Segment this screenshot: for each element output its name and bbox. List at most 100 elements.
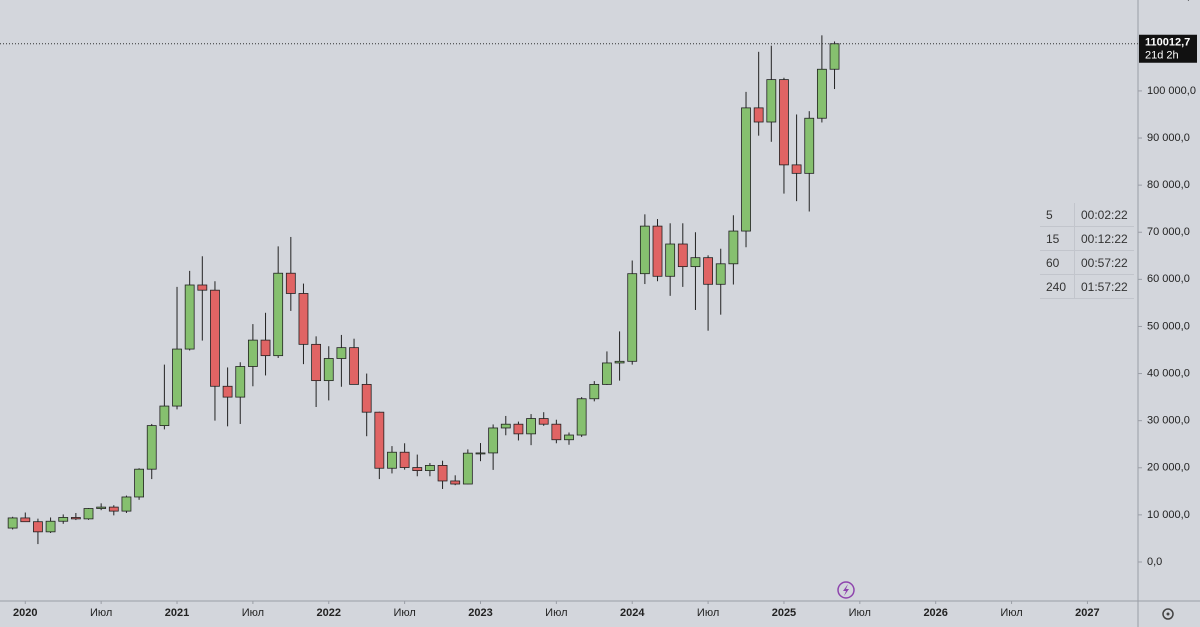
- candle-body: [804, 117, 815, 174]
- x-tick-label: 2023: [468, 607, 492, 619]
- candle-body: [70, 517, 81, 520]
- candle-body: [589, 383, 600, 400]
- candle-body: [437, 465, 448, 482]
- candle-body: [816, 68, 827, 119]
- candle-body: [197, 284, 208, 291]
- candle-body: [728, 230, 739, 265]
- last-price-box: [1139, 34, 1197, 63]
- x-tick-label: Июл: [242, 607, 264, 619]
- y-tick-label: 80 000,0: [1147, 179, 1190, 191]
- lightning-icon[interactable]: [837, 581, 855, 599]
- timer-value: 01:57:22: [1074, 274, 1134, 299]
- timer-row: 5 00:02:22: [1040, 203, 1134, 227]
- candle-body: [412, 467, 423, 471]
- candle-body: [627, 273, 638, 362]
- candle-body: [564, 434, 574, 441]
- candle-body: [677, 243, 688, 268]
- timer-interval: 60: [1040, 250, 1075, 275]
- candle-body: [121, 496, 132, 512]
- candle-body: [741, 107, 751, 232]
- candle-body: [83, 508, 94, 520]
- candle-body: [273, 272, 284, 357]
- x-tick-label: 2024: [620, 607, 645, 619]
- candle-body: [462, 452, 473, 485]
- candle-body: [399, 451, 410, 468]
- timer-row: 15 00:12:22: [1040, 226, 1134, 251]
- candle-body: [349, 347, 359, 385]
- y-tick-label: 70 000,0: [1147, 226, 1190, 238]
- candle-body: [690, 257, 701, 268]
- candle-body: [172, 348, 182, 407]
- candle-body: [285, 272, 296, 294]
- timer-value: 00:12:22: [1074, 226, 1134, 251]
- candle-body: [260, 339, 271, 357]
- x-tick-label: Июл: [545, 607, 567, 619]
- candle-body: [513, 423, 524, 435]
- candle-body: [665, 243, 676, 277]
- candle-body: [336, 347, 347, 359]
- y-tick-label: 10 000,0: [1147, 509, 1190, 521]
- x-tick-label: Июл: [393, 607, 415, 619]
- x-tick-label: Июл: [90, 607, 112, 619]
- candle-body: [184, 284, 195, 350]
- candle-body: [500, 423, 511, 429]
- y-tick-label: 60 000,0: [1147, 273, 1190, 285]
- candle-body: [298, 293, 309, 345]
- x-tick-label: Июл: [1000, 607, 1022, 619]
- candle-body: [45, 520, 56, 533]
- timer-row: 240 01:57:22: [1040, 274, 1134, 299]
- x-tick-label: 2022: [317, 607, 341, 619]
- candle-body: [715, 263, 726, 285]
- timer-interval: 5: [1040, 203, 1075, 227]
- y-tick-label: 0,0: [1147, 556, 1162, 568]
- y-tick-label: 120 000,0: [1147, 0, 1196, 3]
- y-tick-label: 100 000,0: [1147, 85, 1196, 97]
- timer-value: 00:02:22: [1074, 203, 1134, 227]
- candle-body: [779, 79, 789, 166]
- settings-icon[interactable]: [1162, 608, 1174, 620]
- x-tick-label: 2020: [13, 607, 37, 619]
- candle-body: [58, 517, 69, 522]
- candle-body: [96, 506, 107, 509]
- candle-body: [235, 366, 246, 398]
- candle-body: [210, 289, 220, 387]
- candle-body: [766, 79, 777, 123]
- y-tick-label: 30 000,0: [1147, 415, 1190, 427]
- candle-body: [602, 362, 612, 385]
- y-tick-label: 40 000,0: [1147, 367, 1190, 379]
- candle-body: [387, 451, 397, 469]
- candle-body: [159, 405, 170, 427]
- candle-body: [222, 385, 233, 398]
- candle-body: [475, 452, 486, 455]
- y-tick-label: 20 000,0: [1147, 462, 1190, 474]
- candle-body: [639, 225, 650, 275]
- x-tick-label: 2027: [1075, 607, 1099, 619]
- candle-body: [146, 425, 157, 470]
- candle-body: [526, 418, 536, 435]
- candle-body: [576, 398, 587, 436]
- candle-body: [247, 339, 258, 367]
- candle-body: [323, 358, 334, 382]
- candle-body: [614, 360, 625, 364]
- x-tick-label: 2025: [772, 607, 796, 619]
- y-tick-label: 50 000,0: [1147, 320, 1190, 332]
- candle-body: [450, 480, 461, 485]
- candle-body: [488, 427, 499, 454]
- timer-value: 00:57:22: [1074, 250, 1134, 275]
- candle-body: [134, 468, 144, 498]
- candle-body: [425, 465, 435, 471]
- candle-body: [108, 506, 119, 512]
- candle-body: [311, 343, 322, 382]
- candle-body: [791, 164, 802, 174]
- candle-body: [652, 225, 663, 277]
- candle-body: [538, 418, 549, 425]
- timer-row: 60 00:57:22: [1040, 250, 1134, 275]
- x-tick-label: 2026: [923, 607, 947, 619]
- timer-interval: 240: [1040, 274, 1075, 299]
- candle-body: [20, 517, 31, 523]
- candle-body: [829, 43, 840, 70]
- candle-body: [753, 107, 764, 123]
- x-tick-label: Июл: [697, 607, 719, 619]
- candle-body: [33, 521, 43, 533]
